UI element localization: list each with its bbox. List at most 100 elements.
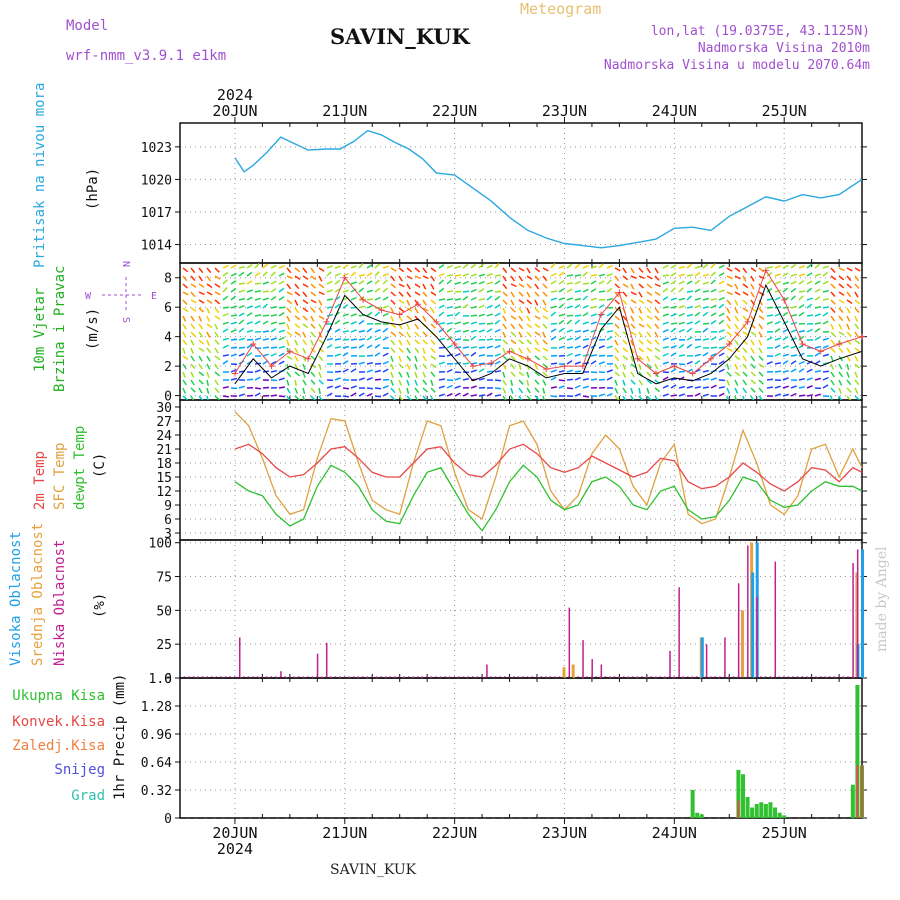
y-tick-label: 8 (164, 272, 172, 287)
cloud-bar-low (239, 637, 241, 678)
wind-arrow (614, 323, 620, 329)
wind-arrow (806, 303, 813, 309)
wind-arrow (670, 394, 678, 397)
wind-arrow (638, 283, 644, 289)
wind-arrow (286, 387, 291, 394)
y-tick-label: 1017 (141, 206, 172, 221)
wind-arrow (478, 313, 485, 317)
wind-arrow (598, 361, 605, 365)
wind-arrow (366, 304, 373, 309)
wind-arrow (190, 363, 196, 369)
wind-arrow (342, 368, 349, 373)
wind-arrow (622, 395, 627, 400)
wind-arrow (566, 305, 573, 309)
wind-arrow (254, 289, 262, 293)
wind-arrow (582, 353, 590, 357)
wind-arrow (638, 395, 644, 400)
wind-arrow (326, 265, 333, 269)
wind-arrow (718, 303, 725, 309)
wind-arrow (822, 265, 829, 269)
wind-arrow (342, 272, 349, 277)
wind-arrow (206, 395, 209, 400)
wind-arrow (830, 291, 836, 297)
wind-arrow (590, 280, 597, 285)
cloud-bar-low (705, 644, 708, 678)
wind-arrow (238, 346, 246, 349)
wind-arrow (198, 283, 205, 288)
wind-arrow (766, 271, 773, 277)
wind-arrow (438, 327, 445, 333)
wind-arrow (742, 387, 748, 394)
wind-arrow (366, 369, 373, 373)
wind-arrow (430, 395, 434, 400)
wind-arrow (510, 267, 517, 273)
wind-arrow (622, 363, 626, 370)
made-by-watermark: made by Angel (874, 546, 890, 652)
wind-arrow (518, 371, 525, 377)
wind-arrow (334, 265, 341, 269)
wind-arrow (846, 315, 851, 322)
wind-arrow (846, 299, 853, 305)
wind-arrow (230, 321, 237, 325)
wind-arrow (262, 281, 269, 285)
wind-arrow (198, 291, 205, 296)
wind-arrow (526, 371, 530, 378)
wind-arrow (246, 343, 253, 349)
wind-arrow (574, 345, 581, 349)
wind-arrow (782, 264, 789, 269)
precip-bar-total (690, 790, 695, 818)
wind-arrow (390, 371, 394, 378)
wind-arrow (662, 393, 669, 397)
wind-arrow (702, 377, 710, 381)
wind-arrow (206, 323, 213, 329)
cloud-bar-baseline (389, 676, 392, 678)
wind-arrow (318, 379, 324, 385)
wind-arrow (726, 299, 732, 306)
wind-arrow (646, 323, 652, 330)
wind-arrow (742, 363, 748, 370)
wind-arrow (398, 379, 403, 386)
wind-arrow (542, 379, 547, 386)
y-tick-label: 0.96 (141, 728, 172, 743)
wind-arrow (398, 267, 405, 273)
wind-arrow (294, 315, 301, 321)
precip-bar-total (740, 774, 745, 818)
cloud-bar-baseline (243, 676, 245, 678)
wind-arrow (502, 339, 508, 345)
wind-arrow (366, 298, 374, 301)
wind-arrow (638, 299, 645, 304)
wind-arrow (566, 337, 573, 341)
wind-arrow (646, 299, 653, 304)
wind-arrow (350, 313, 357, 317)
wind-arrow (718, 280, 725, 285)
cloud-bar-baseline (604, 676, 607, 678)
wind-arrow (230, 305, 237, 309)
wind-arrow (854, 355, 859, 362)
wind-arrow (310, 323, 316, 329)
cloud-bar-baseline (664, 676, 666, 678)
cloud-bar-low (747, 545, 749, 678)
wind-arrow (278, 287, 285, 293)
wind-arrow (182, 371, 186, 378)
cloud-bar-low (316, 653, 319, 678)
cloud-bar-baseline (696, 676, 698, 678)
wind-arrow (214, 339, 220, 345)
wind-arrow (278, 265, 285, 269)
wind-arrow (334, 288, 341, 293)
wind-arrow (614, 355, 620, 362)
wind-arrow (302, 331, 307, 338)
wind-arrow (214, 315, 221, 320)
cloud-bar-baseline (453, 676, 456, 678)
wind-arrow (646, 331, 652, 338)
cloud-bar-baseline (586, 676, 588, 678)
wind-arrow (462, 263, 469, 269)
wind-arrow (510, 299, 515, 306)
bottom-station-label: SAVIN_KUK (330, 862, 417, 878)
wind-arrow (286, 307, 292, 314)
wind-arrow (686, 280, 693, 285)
wind-arrow (182, 363, 187, 370)
wind-arrow (198, 395, 204, 400)
wind-arrow (222, 312, 229, 317)
wind-arrow (214, 395, 220, 400)
wind-arrow (438, 385, 445, 389)
